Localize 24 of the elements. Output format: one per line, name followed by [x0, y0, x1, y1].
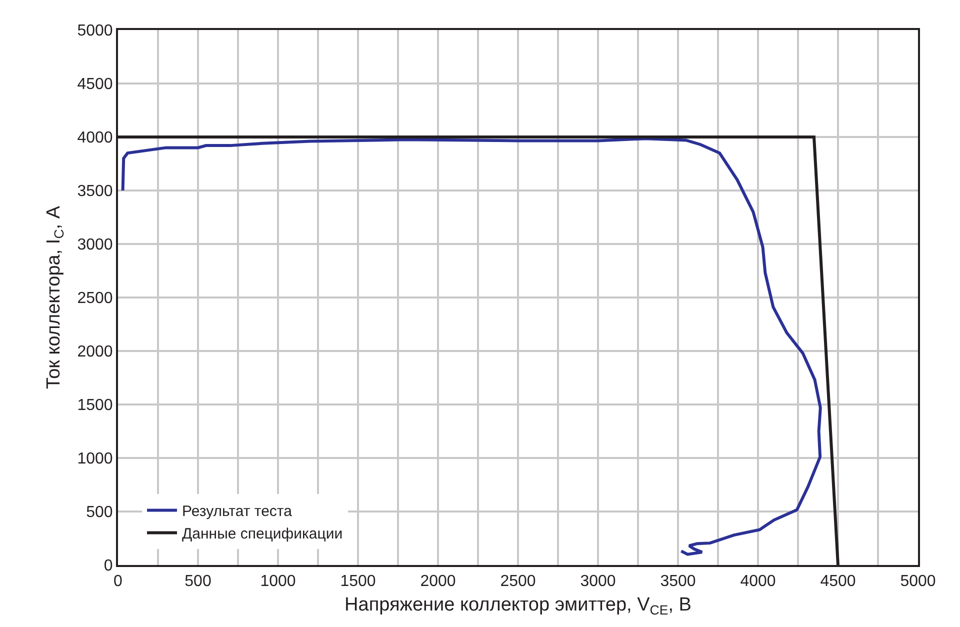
y-tick-label: 4500	[77, 76, 113, 94]
x-tick-label: 1000	[260, 573, 296, 590]
y-tick-label: 2000	[77, 344, 113, 361]
x-tick-label: 500	[184, 573, 212, 590]
y-tick-label: 1500	[77, 397, 113, 414]
y-tick-label: 2500	[77, 290, 113, 308]
x-tick-label: 3000	[580, 573, 616, 590]
legend-label: Данные спецификации	[182, 526, 343, 543]
y-tick-label: 3000	[77, 236, 113, 254]
x-tick-label: 4500	[820, 573, 856, 590]
x-axis-title: Напряжение коллектор эмиттер, V$_{CE}$, В	[344, 594, 692, 618]
y-tick-label: 3500	[77, 183, 113, 200]
x-tick-label: 4000	[740, 573, 776, 590]
x-tick-label: 2000	[420, 573, 456, 590]
y-tick-label: 500	[86, 504, 113, 522]
x-tick-label: 2500	[500, 573, 536, 590]
y-tick-label: 0	[104, 558, 113, 575]
x-tick-label: 1500	[340, 573, 376, 590]
legend-label: Результат теста	[182, 503, 293, 520]
x-tick-label: 3500	[660, 573, 696, 590]
x-tick-label: 5000	[900, 573, 936, 590]
y-tick-label: 5000	[77, 22, 113, 40]
y-tick-label: 4000	[77, 130, 113, 147]
y-tick-label: 1000	[77, 450, 113, 468]
